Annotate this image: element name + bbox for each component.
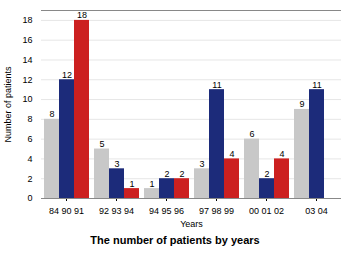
svg-text:5: 5: [99, 139, 104, 149]
svg-text:6: 6: [249, 129, 254, 139]
svg-text:2: 2: [164, 169, 169, 179]
svg-text:2: 2: [27, 174, 32, 184]
svg-text:4: 4: [27, 154, 32, 164]
svg-text:2: 2: [264, 169, 269, 179]
svg-text:8: 8: [27, 114, 32, 124]
svg-text:11: 11: [212, 80, 221, 90]
svg-text:03 04: 03 04: [305, 206, 328, 216]
svg-text:97 98 99: 97 98 99: [199, 206, 234, 216]
svg-text:94 95 96: 94 95 96: [149, 206, 184, 216]
svg-text:16: 16: [22, 35, 32, 45]
svg-text:0: 0: [27, 193, 32, 203]
svg-text:12: 12: [22, 75, 32, 85]
svg-text:1: 1: [129, 179, 134, 189]
svg-text:3: 3: [114, 159, 119, 169]
html-text:The number of patients by year: The number of patients by years: [90, 234, 260, 246]
svg-text:2: 2: [179, 169, 184, 179]
svg-text:6: 6: [27, 134, 32, 144]
svg-text:92 93 94: 92 93 94: [99, 206, 134, 216]
svg-text:18: 18: [77, 10, 87, 20]
svg-text:14: 14: [22, 55, 32, 65]
svg-text:12: 12: [62, 70, 72, 80]
svg-text:1: 1: [149, 179, 154, 189]
svg-text:11: 11: [312, 80, 321, 90]
svg-text:Years: Years: [180, 219, 203, 229]
svg-text:8: 8: [49, 109, 54, 119]
svg-text:9: 9: [299, 99, 304, 109]
svg-text:4: 4: [279, 149, 284, 159]
svg-text:10: 10: [22, 94, 32, 104]
svg-text:4: 4: [229, 149, 234, 159]
svg-text:18: 18: [22, 15, 32, 25]
svg-text:84 90 91: 84 90 91: [49, 206, 84, 216]
svg-text:3: 3: [199, 159, 204, 169]
svg-text:00 01 02: 00 01 02: [249, 206, 284, 216]
svg-text:Number of patients: Number of patients: [3, 66, 13, 143]
